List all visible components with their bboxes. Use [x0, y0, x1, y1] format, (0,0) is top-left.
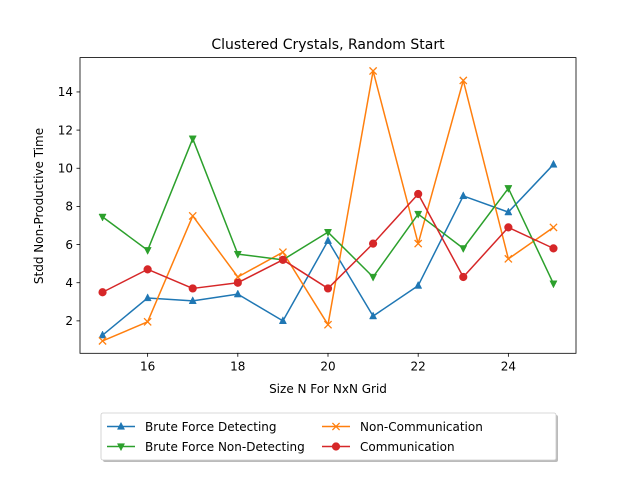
- data-point: [459, 272, 468, 282]
- data-point: [459, 76, 468, 85]
- y-tick-label: 10: [58, 162, 73, 176]
- x-axis: 16 18 20 22 24: [140, 353, 516, 373]
- y-axis-label: Stdd Non-Productive Time: [32, 128, 46, 284]
- legend-box: [100, 412, 557, 461]
- series-line: [102, 70, 554, 342]
- data-point: [233, 250, 242, 259]
- plot-frame: [79, 57, 577, 354]
- series-0: [98, 159, 558, 339]
- legend-label: Brute Force Non-Detecting: [145, 440, 305, 454]
- legend-label: Brute Force Detecting: [145, 420, 277, 434]
- data-point: [278, 248, 287, 257]
- legend-marker: [116, 443, 126, 452]
- data-point: [414, 280, 423, 289]
- data-point: [98, 213, 107, 222]
- series-line: [102, 137, 555, 284]
- legend-item: Non-Communication: [322, 420, 483, 434]
- data-point: [504, 223, 513, 232]
- data-point: [549, 280, 558, 289]
- data-point: [369, 311, 378, 320]
- data-point: [323, 236, 333, 244]
- x-tick-label: 20: [320, 359, 335, 373]
- x-axis-label: Size N For NxN Grid: [269, 382, 387, 396]
- data-point: [459, 245, 468, 254]
- legend-item: Brute Force Non-Detecting: [107, 440, 305, 454]
- data-point: [549, 244, 558, 253]
- x-tick-label: 18: [230, 359, 245, 373]
- y-tick-label: 14: [58, 85, 73, 99]
- data-point: [549, 159, 558, 168]
- x-tick-label: 16: [140, 359, 155, 373]
- data-point: [414, 210, 423, 219]
- data-point: [233, 278, 242, 287]
- y-axis: 2 4 6 8 10 12 14: [58, 85, 80, 328]
- series-line: [102, 163, 554, 336]
- data-point: [323, 229, 333, 237]
- data-point: [459, 191, 468, 200]
- y-tick-label: 6: [65, 238, 73, 252]
- data-point: [188, 135, 197, 144]
- legend-item: Brute Force Detecting: [107, 420, 277, 434]
- series-3: [98, 189, 558, 297]
- data-point: [504, 207, 513, 216]
- legend-item: Communication: [322, 440, 455, 454]
- series-1: [98, 66, 558, 345]
- series-2: [98, 135, 558, 289]
- data-point: [369, 273, 378, 282]
- data-point: [233, 289, 242, 298]
- data-point: [504, 185, 513, 193]
- x-tick-label: 22: [411, 359, 426, 373]
- legend-marker: [331, 442, 341, 451]
- data-point: [143, 265, 152, 274]
- data-point: [188, 296, 197, 304]
- data-point: [188, 211, 197, 221]
- y-tick-label: 2: [65, 314, 73, 328]
- data-point: [98, 330, 107, 339]
- data-point: [549, 223, 558, 232]
- legend-label: Communication: [360, 440, 455, 454]
- y-tick-label: 12: [58, 123, 73, 137]
- series-layer: [98, 66, 558, 345]
- data-point: [278, 316, 287, 324]
- data-point: [278, 255, 288, 264]
- data-point: [188, 284, 197, 293]
- data-point: [368, 239, 378, 248]
- x-tick-label: 24: [501, 359, 516, 373]
- data-point: [98, 336, 107, 345]
- data-point: [414, 239, 423, 248]
- data-point: [323, 284, 333, 293]
- data-point: [323, 320, 333, 329]
- y-tick-label: 8: [65, 200, 73, 214]
- legend-marker: [116, 421, 126, 430]
- data-point: [98, 288, 107, 297]
- data-point: [369, 66, 378, 76]
- data-point: [414, 189, 423, 199]
- y-tick-label: 4: [65, 276, 73, 290]
- chart-title: Clustered Crystals, Random Start: [211, 37, 445, 53]
- data-point: [143, 293, 152, 302]
- legend: Brute Force Detecting Non-Communication Br…: [100, 412, 558, 462]
- legend-label: Non-Communication: [360, 420, 483, 434]
- data-point: [143, 247, 152, 255]
- legend-marker: [331, 422, 341, 431]
- data-point: [504, 254, 513, 263]
- data-point: [143, 317, 152, 326]
